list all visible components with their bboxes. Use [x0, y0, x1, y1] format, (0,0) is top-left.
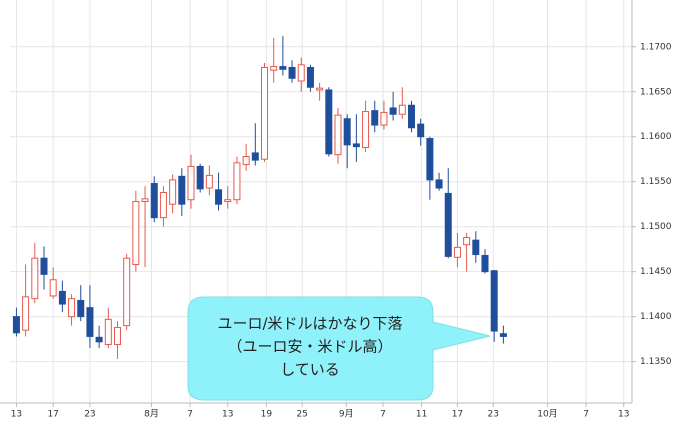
candle-body — [380, 111, 388, 126]
y-tick-label: 1.1600 — [640, 132, 672, 142]
candle-body — [453, 246, 461, 258]
x-tick-label: 23 — [84, 410, 95, 420]
callout: ユーロ/米ドルはかなり下落 （ユーロ安・米ドル高） している — [187, 296, 491, 401]
callout-bubble — [187, 296, 491, 401]
x-tick-label: 13 — [11, 410, 22, 420]
candle-body — [104, 318, 112, 346]
candle-body — [150, 183, 158, 219]
candle-body — [297, 64, 305, 82]
x-tick-label: 7 — [380, 410, 386, 420]
candle-body — [260, 66, 268, 160]
candle-body — [481, 254, 489, 273]
candle-body — [362, 111, 370, 149]
x-tick-label: 17 — [47, 410, 58, 420]
y-tick-label: 1.1650 — [640, 87, 672, 97]
candle-body — [159, 192, 167, 219]
y-tick-label: 1.1350 — [640, 357, 672, 367]
x-tick-label: 7 — [187, 410, 193, 420]
candle-body — [499, 333, 507, 337]
x-tick-label: 8月 — [144, 409, 159, 420]
x-tick-label: 25 — [296, 410, 307, 420]
candles — [12, 35, 507, 359]
candle-body — [141, 198, 149, 203]
candle-body — [169, 179, 177, 205]
candle-body — [444, 192, 452, 257]
x-tick-label: 7 — [583, 410, 589, 420]
candle-body — [288, 66, 296, 79]
y-tick-label: 1.1700 — [640, 42, 672, 52]
candle-body — [49, 279, 57, 297]
candle-body — [472, 239, 480, 256]
candle-body — [325, 89, 333, 155]
candle-body — [417, 123, 425, 138]
candle-body — [205, 174, 213, 189]
candle-body — [187, 165, 195, 201]
candle-body — [68, 298, 76, 318]
candle-body — [463, 236, 471, 246]
x-tick-label: 9月 — [339, 409, 354, 420]
candle-body — [224, 199, 232, 203]
candle-body — [233, 162, 241, 201]
annotation-line: （ユーロ安・米ドル高） — [227, 338, 392, 356]
candle-body — [352, 143, 360, 148]
axes: 1.1350 1.1400 1.1450 1.1500 1.1550 1.1600 1.16… — [0, 0, 672, 420]
candle-body — [132, 201, 140, 265]
candle-body — [398, 104, 406, 115]
x-tick-label: 13 — [222, 410, 233, 420]
candle-body — [389, 107, 397, 115]
candle-body — [426, 138, 434, 181]
x-tick-label: 17 — [452, 410, 463, 420]
candle-body — [86, 307, 94, 337]
y-tick-label: 1.1450 — [640, 267, 672, 277]
candle-body — [316, 87, 324, 91]
x-tick-label: 10月 — [537, 409, 557, 420]
candle-body — [334, 114, 342, 156]
candle-body — [178, 175, 186, 205]
x-tick-label: 13 — [618, 410, 629, 420]
candle-body — [12, 316, 20, 334]
candle-body — [306, 66, 314, 88]
candle-body — [343, 118, 351, 146]
candle-body — [371, 110, 379, 126]
candle-body — [40, 257, 48, 275]
x-tick-label: 19 — [261, 410, 273, 420]
y-tick-label: 1.1400 — [640, 312, 672, 322]
candle-body — [279, 66, 287, 70]
annotation-line: ユーロ/米ドルはかなり下落 — [217, 315, 402, 333]
candle-body — [242, 156, 250, 166]
candle-body — [215, 189, 223, 205]
x-tick-label: 11 — [416, 410, 427, 420]
candle-body — [196, 165, 204, 190]
candle-body — [22, 296, 30, 331]
x-tick-label: 23 — [488, 410, 499, 420]
y-tick-label: 1.1550 — [640, 177, 672, 187]
candle-body — [270, 66, 278, 71]
candle-body — [77, 299, 85, 318]
candle-body — [435, 179, 443, 189]
candle-body — [113, 326, 121, 346]
candle-body — [490, 270, 498, 332]
candle-body — [58, 290, 66, 305]
candle-body — [251, 152, 259, 161]
candle-body — [123, 257, 131, 327]
candle-body — [407, 104, 415, 129]
candle-body — [95, 336, 103, 343]
candle-body — [31, 257, 39, 300]
annotation-line: している — [280, 361, 340, 379]
y-tick-label: 1.1500 — [640, 222, 672, 232]
